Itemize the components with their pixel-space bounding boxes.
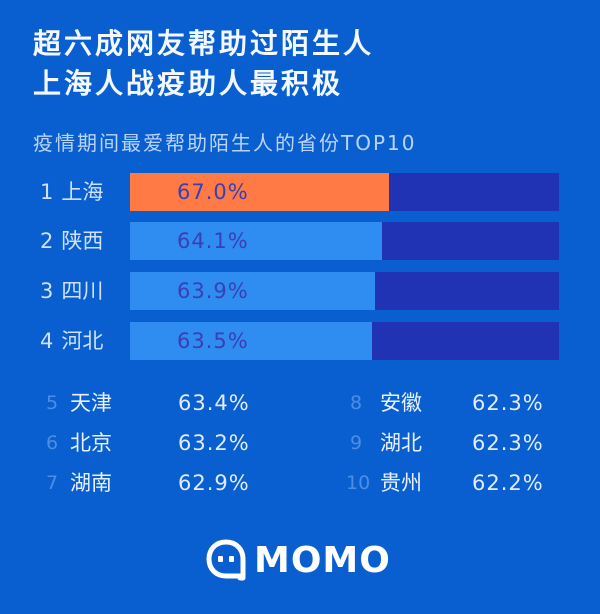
bar-value: 64.1% xyxy=(177,229,249,253)
province-name: 河北 xyxy=(61,329,104,353)
bar-row: 4 河北 63.5% xyxy=(0,322,600,360)
province-name: 安徽 xyxy=(380,391,422,415)
province-name: 北京 xyxy=(70,431,112,455)
headline: 超六成网友帮助过陌生人 上海人战疫助人最积极 xyxy=(33,24,374,104)
list-item: 8 安徽 62.3% xyxy=(350,385,570,421)
list-item: 7 湖南 62.9% xyxy=(46,465,286,501)
bar-track: 63.9% xyxy=(130,272,559,310)
headline-line-1: 超六成网友帮助过陌生人 xyxy=(33,27,375,60)
value: 62.3% xyxy=(472,391,544,415)
list-item: 9 湖北 62.3% xyxy=(350,425,570,461)
bar-track: 64.1% xyxy=(130,222,559,260)
bar-fill xyxy=(130,272,375,310)
bar-label: 2 陕西 xyxy=(40,222,103,260)
bar-fill xyxy=(130,322,372,360)
rank-number: 4 xyxy=(40,329,54,353)
list-item: 6 北京 63.2% xyxy=(46,425,286,461)
bar-value: 63.5% xyxy=(177,329,249,353)
bar-row: 3 四川 63.9% xyxy=(0,272,600,310)
province-name: 湖南 xyxy=(70,471,112,495)
province-name: 湖北 xyxy=(380,431,422,455)
value: 62.3% xyxy=(472,431,544,455)
province-name: 陕西 xyxy=(61,229,104,253)
province-name: 四川 xyxy=(61,279,104,303)
value: 63.2% xyxy=(178,431,250,455)
list-item: 10 贵州 62.2% xyxy=(346,465,570,501)
bar-row: 2 陕西 64.1% xyxy=(0,222,600,260)
bar-value: 63.9% xyxy=(177,279,249,303)
bar-label: 1 上海 xyxy=(40,173,103,211)
list-item: 5 天津 63.4% xyxy=(46,385,286,421)
rank-number: 6 xyxy=(46,432,59,454)
momo-logo: MOMO xyxy=(206,538,391,582)
value: 62.2% xyxy=(472,471,544,495)
bar-fill xyxy=(130,222,382,260)
headline-line-2: 上海人战疫助人最积极 xyxy=(33,67,344,100)
rank-number: 5 xyxy=(46,392,59,414)
chart-subtitle: 疫情期间最爱帮助陌生人的省份TOP10 xyxy=(33,131,417,155)
value: 63.4% xyxy=(178,391,250,415)
chat-bubble-icon xyxy=(206,539,246,581)
rank-number: 9 xyxy=(350,432,363,454)
bar-label: 4 河北 xyxy=(40,322,103,360)
bar-fill-highlight xyxy=(130,173,389,211)
bar-row: 1 上海 67.0% xyxy=(0,173,600,211)
rank-number: 7 xyxy=(46,472,59,494)
bar-track: 63.5% xyxy=(130,322,559,360)
rank-number: 10 xyxy=(346,472,371,494)
province-name: 贵州 xyxy=(380,471,422,495)
rank-number: 1 xyxy=(40,180,54,204)
rank-number: 2 xyxy=(40,229,54,253)
value: 62.9% xyxy=(178,471,250,495)
province-name: 上海 xyxy=(61,180,104,204)
logo-text: MOMO xyxy=(254,539,391,581)
province-name: 天津 xyxy=(70,391,112,415)
rank-number: 8 xyxy=(350,392,363,414)
bar-track: 67.0% xyxy=(130,173,559,211)
rank-number: 3 xyxy=(40,279,54,303)
bar-label: 3 四川 xyxy=(40,272,103,310)
bar-value: 67.0% xyxy=(177,180,249,204)
